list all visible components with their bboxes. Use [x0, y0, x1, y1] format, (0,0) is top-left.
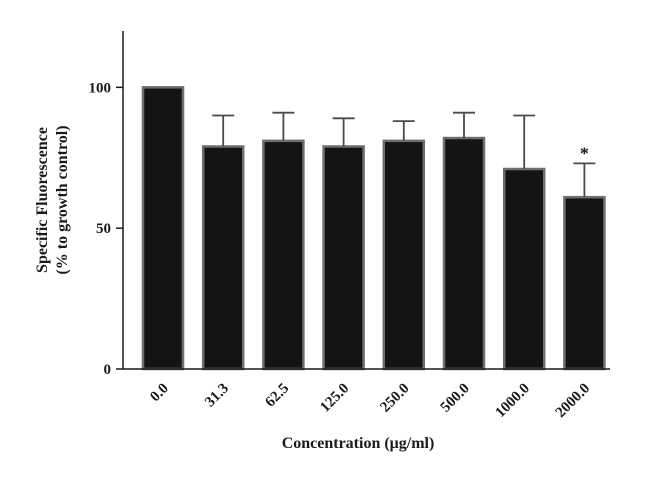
bars-layer	[141, 86, 606, 371]
bar	[201, 145, 245, 371]
x-tick-label: 1000.0	[493, 381, 533, 421]
bar	[563, 195, 606, 371]
x-axis-title: Concentration (μg/ml)	[282, 435, 435, 452]
x-tick-label: 31.3	[202, 381, 232, 411]
y-tick-label: 50	[96, 221, 111, 237]
y-ticks-layer: 0 50 100	[89, 80, 123, 378]
y-tick-label: 100	[89, 80, 112, 96]
bar	[502, 167, 546, 371]
bar	[322, 145, 365, 371]
x-tick-label: 62.5	[262, 381, 292, 411]
x-tick-label: 125.0	[317, 381, 352, 416]
y-tick-label: 0	[104, 362, 112, 378]
error-bars-layer	[212, 111, 596, 198]
bar	[141, 86, 185, 371]
y-axis-title-line1: Specific Fluorescence	[34, 127, 51, 273]
significance-marker: *	[580, 143, 589, 163]
bar	[442, 136, 486, 371]
bar	[262, 139, 305, 371]
bar	[382, 139, 426, 371]
y-axis-title-line2: (% to growth control)	[54, 125, 71, 274]
x-ticks-layer: 0.0 31.3 62.5 125.0 250.0 500.0 1000.0 2000.0	[147, 381, 593, 421]
x-tick-label: 500.0	[438, 381, 473, 416]
x-tick-label: 0.0	[147, 381, 172, 406]
annotations-layer: *	[580, 143, 589, 163]
x-tick-label: 250.0	[377, 381, 412, 416]
x-tick-label: 2000.0	[553, 381, 593, 421]
